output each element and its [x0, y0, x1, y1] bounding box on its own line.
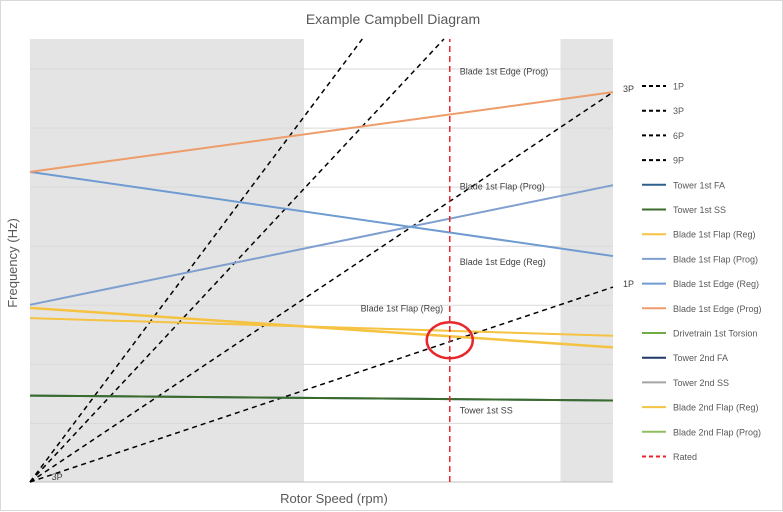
legend-item-tower-2nd-ss: Tower 2nd SS [642, 378, 729, 388]
chart-title: Example Campbell Diagram [306, 11, 480, 27]
legend-item-9p: 9P [642, 156, 684, 166]
legend-label: Tower 1st FA [673, 180, 725, 190]
legend-label: 3P [673, 106, 684, 116]
legend-label: Drivetrain 1st Torsion [673, 329, 757, 339]
legend-item-tower-1st-ss: Tower 1st SS [642, 205, 726, 215]
series-line-6p [29, 38, 445, 483]
legend-item-6p: 6P [642, 131, 684, 141]
legend-item-blade-1st-flap-prog: Blade 1st Flap (Prog) [642, 254, 758, 264]
series-line-tower-1st-ss [29, 394, 614, 402]
legend-item-blade-1st-edge-prog: Blade 1st Edge (Prog) [642, 304, 762, 314]
legend-label: Rated [673, 452, 697, 462]
gridlines [30, 68, 613, 483]
legend-item-1p: 1P [642, 82, 684, 92]
legend-item-3p: 3P [642, 106, 684, 116]
highlight-circle [425, 320, 475, 360]
shaded-bands [30, 39, 613, 482]
series-lines [29, 38, 614, 483]
shaded-band-1 [30, 39, 305, 482]
legend: 1P 3P 6P 9P Tower 1st FA Tower 1st SS Blade 1s… [642, 82, 762, 462]
y-axis-label: Frequency (Hz) [5, 218, 20, 308]
series-line-blade-2nd-flap-reg [29, 306, 614, 349]
series-line-1p [29, 286, 614, 483]
x-axis-label: Rotor Speed (rpm) [280, 491, 388, 506]
series-line-blade-1st-flap-prog [29, 184, 614, 306]
legend-label: Tower 2nd SS [673, 378, 729, 388]
annotation-blade-1st-edge-reg: Blade 1st Edge (Reg) [460, 257, 546, 267]
series-line-blade-1st-edge-prog [29, 91, 614, 173]
legend-label: 1P [673, 82, 684, 92]
annotation-blade-1st-edge-prog: Blade 1st Edge (Prog) [460, 66, 549, 76]
annotation-blade-1st-flap-reg: Blade 1st Flap (Reg) [361, 303, 444, 313]
annotation-tower-1st-ss: Tower 1st SS [460, 405, 513, 415]
legend-item-tower-2nd-fa: Tower 2nd FA [642, 353, 728, 363]
legend-label: Blade 1st Flap (Prog) [673, 254, 758, 264]
annotation-blade-1st-flap-prog: Blade 1st Flap (Prog) [460, 182, 545, 192]
legend-label: Blade 1st Edge (Prog) [673, 304, 762, 314]
legend-label: 6P [673, 131, 684, 141]
legend-label: Blade 1st Flap (Reg) [673, 230, 756, 240]
legend-item-blade-1st-flap-reg: Blade 1st Flap (Reg) [642, 230, 756, 240]
legend-label: Blade 2nd Flap (Prog) [673, 427, 761, 437]
legend-label: Tower 2nd FA [673, 353, 728, 363]
legend-label: 9P [673, 156, 684, 166]
legend-item-rated: Rated [642, 452, 697, 462]
legend-item-blade-1st-edge-reg: Blade 1st Edge (Reg) [642, 279, 759, 289]
legend-item-drivetrain-1st-torsion: Drivetrain 1st Torsion [642, 329, 757, 339]
series-line-9p [29, 38, 363, 483]
legend-item-blade-2nd-flap-prog: Blade 2nd Flap (Prog) [642, 427, 761, 437]
legend-item-blade-2nd-flap-reg: Blade 2nd Flap (Reg) [642, 403, 759, 413]
annotation-3p: 3P [623, 84, 634, 94]
legend-label: Blade 1st Edge (Reg) [673, 279, 759, 289]
series-line-blade-1st-edge-reg [29, 170, 614, 258]
legend-label: Tower 1st SS [673, 205, 726, 215]
legend-label: Blade 2nd Flap (Reg) [673, 403, 759, 413]
annotation-1p: 1P [623, 279, 634, 289]
shaded-band-2 [560, 39, 613, 482]
annotations: Blade 1st Edge (Prog) Blade 1st Flap (Pro… [52, 66, 634, 481]
legend-item-tower-1st-fa: Tower 1st FA [642, 180, 725, 190]
annotation-3p: 3P [52, 472, 63, 482]
